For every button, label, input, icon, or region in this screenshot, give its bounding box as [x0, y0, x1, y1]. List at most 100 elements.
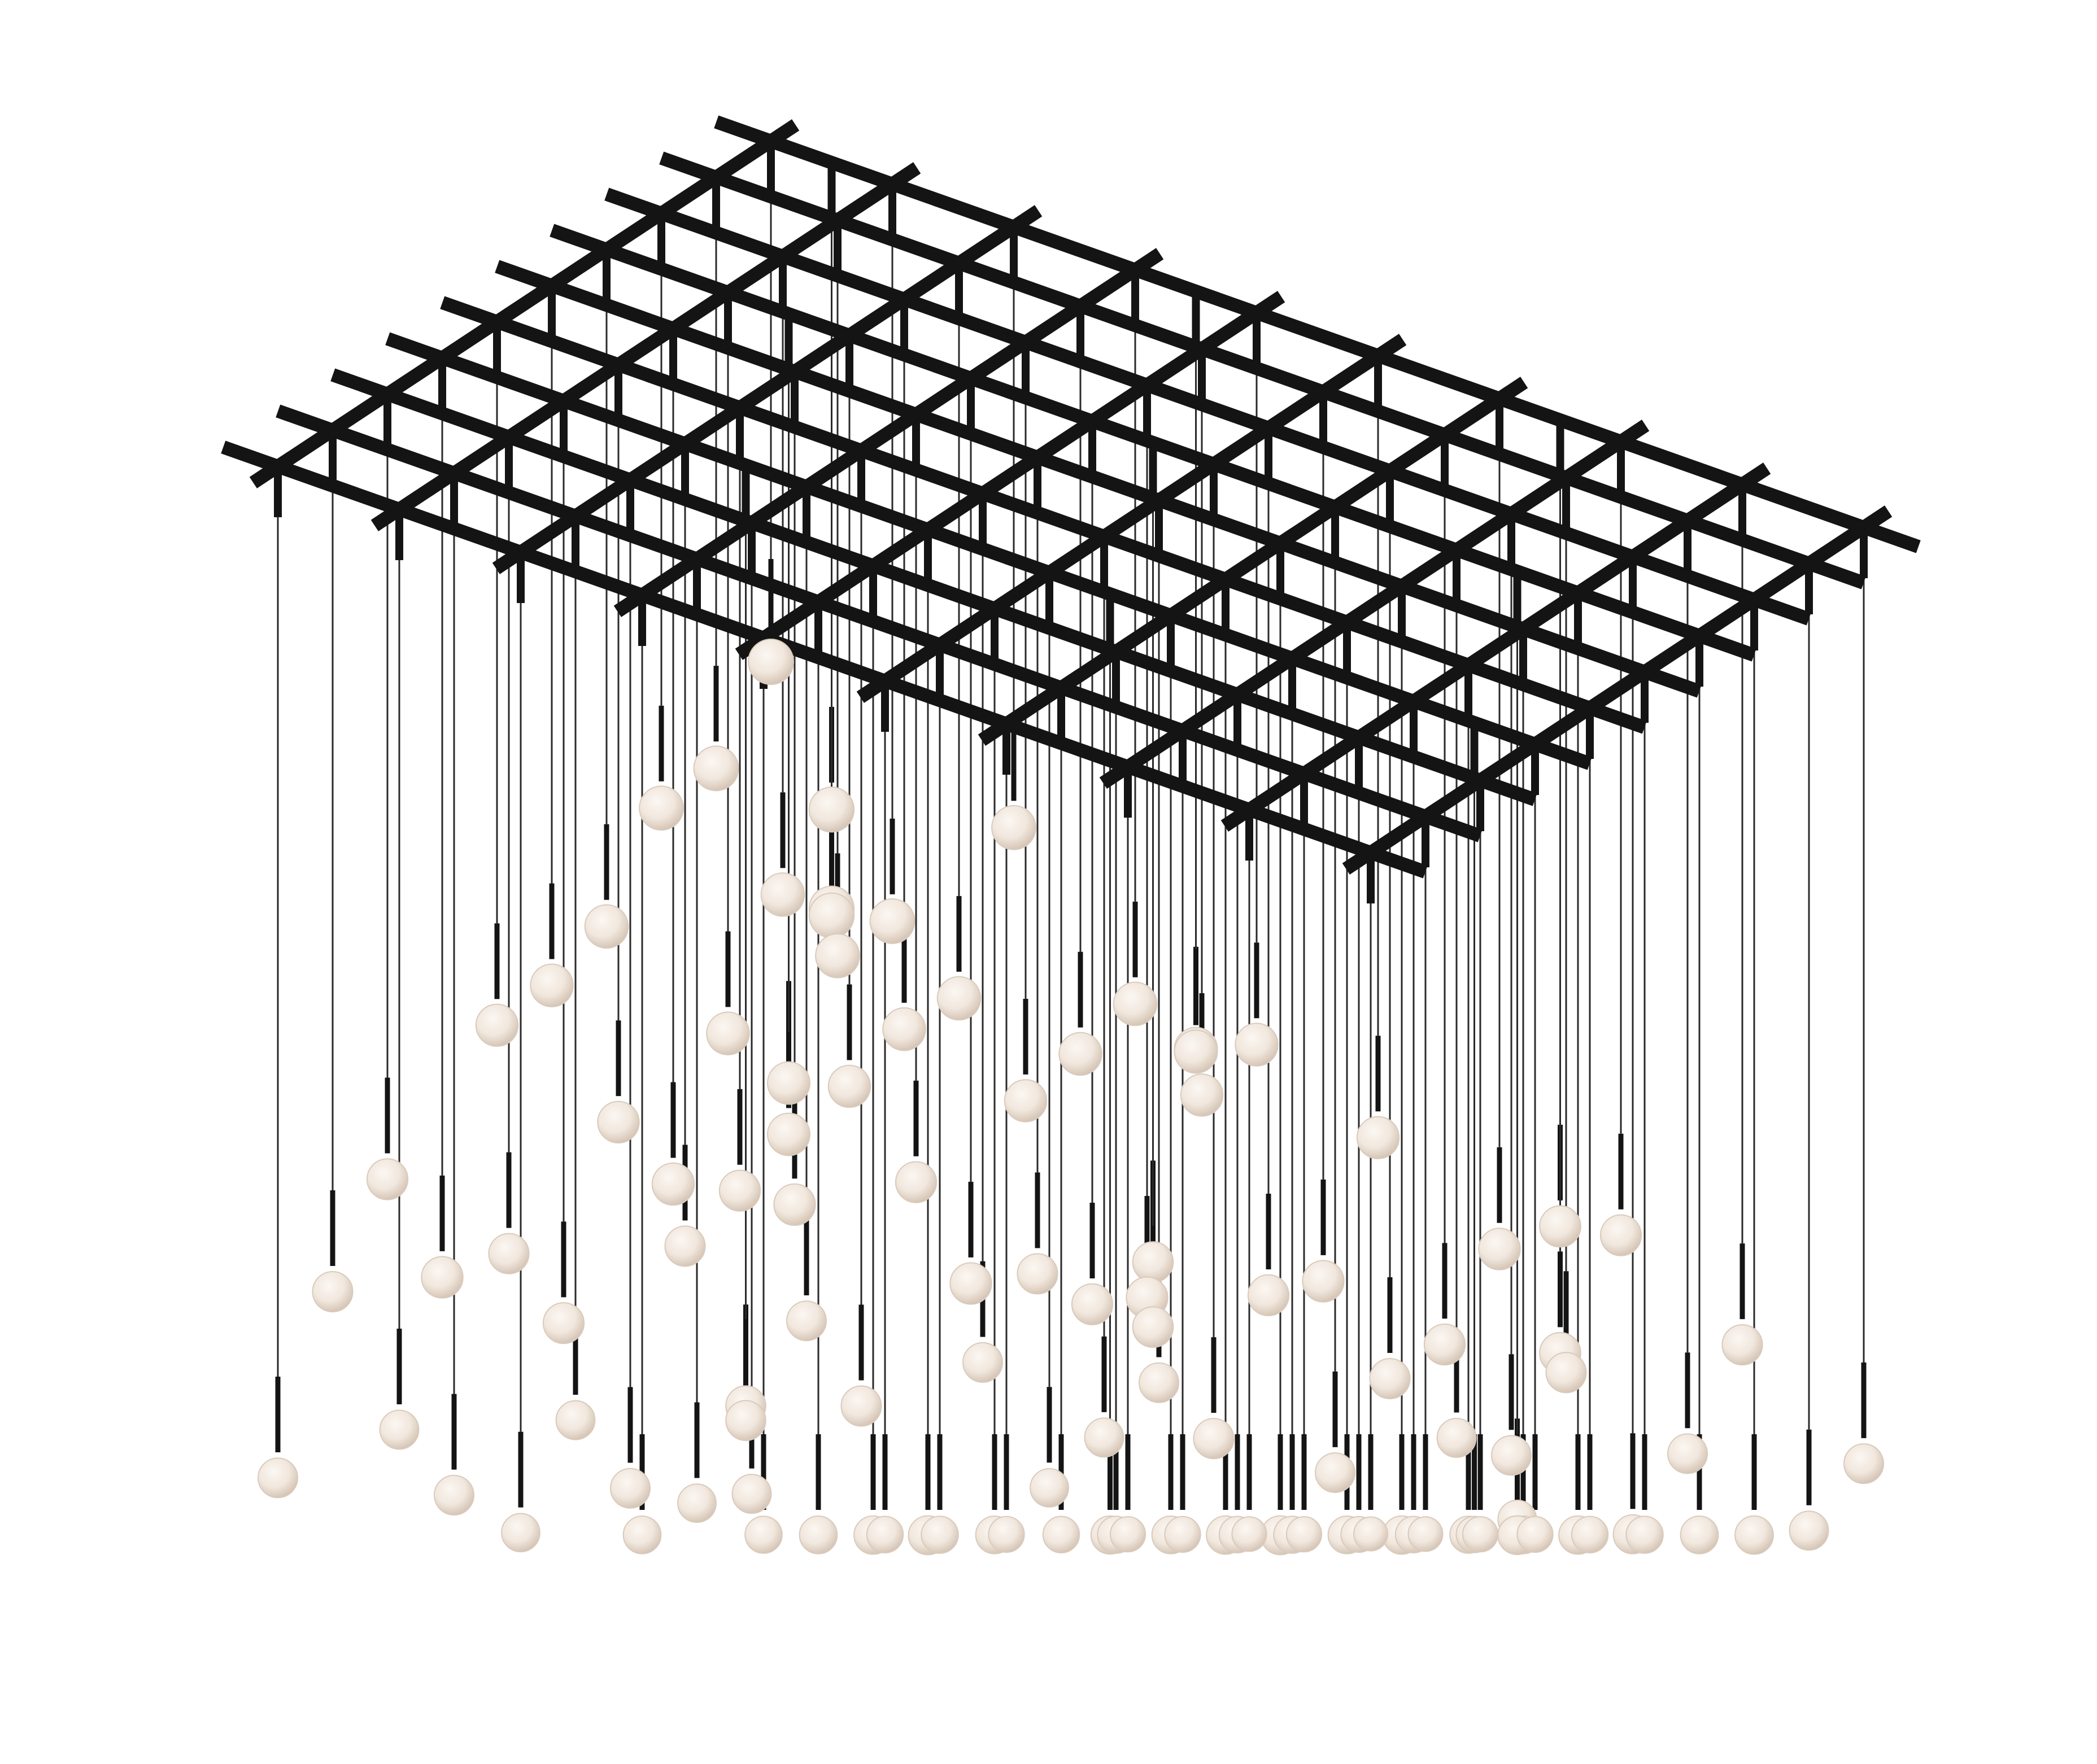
glass-globe: [597, 1101, 640, 1143]
glass-globe: [1545, 1352, 1587, 1394]
glass-globe: [767, 1061, 810, 1105]
glass-globe: [1315, 1452, 1355, 1494]
glass-globe: [530, 963, 574, 1007]
glass-globe: [312, 1270, 354, 1313]
grid-beam-row: [221, 440, 1428, 879]
glass-globe: [808, 892, 855, 939]
glass-globe: [1843, 1443, 1884, 1484]
glass-globe: [664, 1225, 706, 1267]
glass-globe: [1109, 1516, 1146, 1553]
glass-globe: [1235, 1023, 1279, 1067]
glass-globe: [622, 1516, 662, 1555]
glass-globe: [1132, 1306, 1174, 1348]
globe-layer: [258, 639, 1884, 1556]
glass-globe: [1042, 1516, 1080, 1553]
glass-globe: [1071, 1283, 1114, 1325]
grid-beam-column: [1220, 462, 1771, 832]
glass-globe: [584, 904, 629, 949]
grid-beam-column: [735, 291, 1285, 660]
grid-beam-column: [613, 248, 1164, 617]
glass-globe: [475, 1003, 519, 1047]
glass-globe: [555, 1400, 596, 1440]
glass-globe: [610, 1468, 651, 1509]
grid-beam-row: [659, 151, 1866, 590]
glass-globe: [869, 898, 915, 944]
glass-globe: [991, 805, 1036, 850]
glass-globe: [799, 1516, 838, 1555]
glass-globe: [366, 1158, 409, 1200]
glass-globe: [706, 1011, 750, 1055]
glass-globe: [1058, 1032, 1102, 1076]
glass-globe: [488, 1233, 530, 1274]
glass-globe: [1571, 1516, 1609, 1553]
glass-globe: [1193, 1418, 1235, 1460]
glass-globe: [949, 1262, 992, 1305]
glass-globe: [1139, 1362, 1179, 1403]
glass-globe: [1174, 1029, 1218, 1074]
glass-globe: [1285, 1516, 1323, 1553]
grid-beam-row: [330, 368, 1537, 806]
glass-globe: [748, 639, 794, 685]
glass-globe: [1113, 981, 1158, 1027]
glass-globe: [866, 1516, 904, 1553]
glass-globe: [1132, 1241, 1174, 1283]
glass-globe: [1625, 1516, 1664, 1554]
glass-globe: [677, 1483, 717, 1523]
glass-globe: [1353, 1516, 1388, 1552]
ceiling-grid-frame: [221, 115, 1921, 879]
glass-globe: [1599, 1214, 1642, 1256]
glass-globe: [639, 785, 684, 831]
glass-globe: [882, 1007, 926, 1051]
grid-beam-column: [370, 162, 921, 531]
glass-globe: [1734, 1515, 1774, 1555]
glass-globe: [936, 976, 982, 1021]
glass-globe: [651, 1162, 695, 1206]
glass-globe: [840, 1385, 882, 1427]
glass-globe: [921, 1516, 959, 1554]
grid-beam-column: [856, 334, 1407, 703]
glass-globe: [421, 1256, 464, 1299]
glass-globe: [1436, 1417, 1477, 1458]
grid-beam-column: [1099, 420, 1650, 789]
grid-beam-column: [249, 119, 800, 488]
glass-globe: [1423, 1324, 1466, 1366]
glass-globe: [1680, 1516, 1719, 1555]
glass-globe: [760, 872, 805, 917]
glass-globe: [773, 1183, 816, 1226]
glass-globe: [815, 933, 860, 979]
glass-globe: [501, 1513, 540, 1553]
glass-globe: [731, 1474, 772, 1514]
glass-globe: [1004, 1079, 1048, 1123]
grid-beam-row: [385, 332, 1592, 770]
glass-globe: [1231, 1516, 1267, 1552]
glass-globe: [1491, 1435, 1532, 1476]
glass-globe: [767, 1112, 810, 1156]
glass-globe: [1539, 1205, 1581, 1248]
pendant-layer: [274, 141, 1868, 1510]
glass-globe: [379, 1409, 420, 1450]
glass-globe: [1516, 1516, 1554, 1553]
glass-globe: [895, 1161, 938, 1203]
glass-globe: [786, 1300, 827, 1342]
glass-globe: [258, 1457, 298, 1499]
glass-globe: [1164, 1516, 1201, 1553]
glass-globe: [718, 1169, 761, 1212]
glass-globe: [1369, 1357, 1411, 1400]
glass-globe: [1478, 1228, 1521, 1270]
grid-beam-row: [714, 115, 1921, 553]
glass-globe: [808, 786, 855, 833]
grid-beam-row: [550, 224, 1756, 662]
glass-globe: [1030, 1468, 1069, 1508]
glass-globe: [988, 1516, 1025, 1553]
glass-globe: [744, 1516, 783, 1554]
glass-globe: [1721, 1324, 1763, 1366]
glass-globe: [725, 1400, 766, 1441]
grid-beam-row: [604, 187, 1811, 626]
glass-globe: [1084, 1417, 1124, 1458]
glass-globe: [1247, 1274, 1290, 1317]
grid-beam-column: [1342, 505, 1893, 875]
glass-globe: [1302, 1260, 1345, 1303]
glass-globe: [1667, 1433, 1708, 1474]
grid-beam-row: [495, 260, 1702, 698]
